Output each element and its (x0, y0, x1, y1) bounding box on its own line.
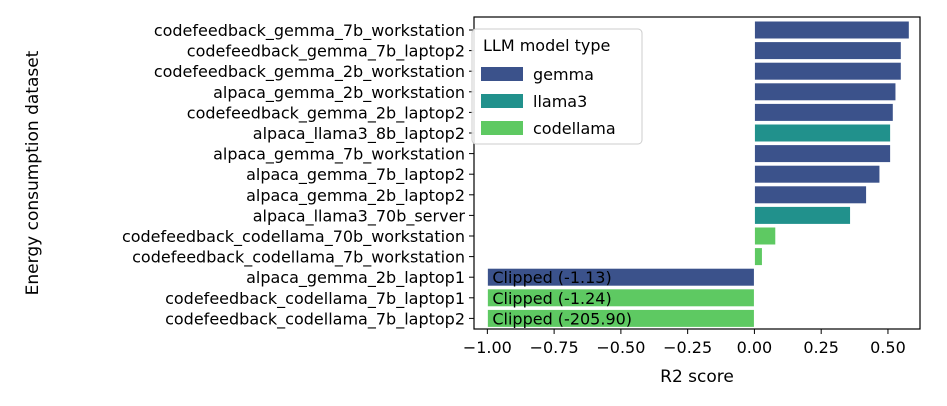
y-tick-label: codefeedback_codellama_7b_workstation (132, 248, 465, 268)
y-tick-label: alpaca_gemma_7b_laptop2 (246, 165, 465, 185)
legend-swatch (481, 67, 523, 81)
bar-label: Clipped (-205.90) (492, 309, 632, 328)
x-tick-label: −0.75 (530, 338, 579, 357)
bar (486, 267, 755, 287)
bar (753, 164, 881, 184)
legend-entry-label: gemma (533, 65, 594, 84)
y-tick-label: codefeedback_gemma_2b_laptop2 (187, 103, 465, 123)
x-tick-label: −0.25 (663, 338, 712, 357)
y-tick-label: alpaca_gemma_2b_workstation (213, 83, 465, 103)
plot-frame (473, 16, 921, 330)
bar (486, 308, 755, 328)
y-tick-label: codefeedback_codellama_7b_laptop1 (165, 289, 465, 309)
y-axis-ticks: codefeedback_gemma_7b_workstationcodefee… (122, 21, 474, 329)
y-tick-label: codefeedback_codellama_70b_workstation (122, 227, 465, 247)
bar (753, 61, 902, 81)
y-tick-label: alpaca_gemma_7b_workstation (213, 145, 465, 165)
y-tick-label: alpaca_llama3_70b_server (253, 206, 466, 226)
bar-label: Clipped (-1.24) (492, 289, 611, 308)
x-tick-label: 0.50 (870, 338, 906, 357)
bar-label: Clipped (-1.13) (492, 268, 611, 287)
y-tick-label: alpaca_gemma_2b_laptop1 (246, 268, 465, 288)
y-tick-label: codefeedback_gemma_7b_laptop2 (187, 42, 465, 62)
bar (753, 123, 892, 143)
bar (753, 247, 763, 267)
bar (753, 82, 897, 102)
bar (753, 144, 892, 164)
x-tick-label: −1.00 (463, 338, 512, 357)
y-tick-label: alpaca_llama3_8b_laptop2 (253, 124, 465, 144)
bar (753, 205, 852, 225)
x-axis-ticks: −1.00 −0.75 −0.50 −0.25 0.00 0.25 0.50 (463, 329, 906, 357)
bars-group (486, 20, 910, 328)
legend-entry-label: llama3 (533, 92, 587, 111)
x-tick-label: 0.00 (737, 338, 773, 357)
x-axis-label: R2 score (660, 367, 734, 387)
y-tick-label: codefeedback_codellama_7b_laptop2 (165, 309, 465, 329)
y-tick-label: alpaca_gemma_2b_laptop2 (246, 186, 465, 206)
legend-title: LLM model type (483, 36, 610, 55)
bar-labels-group: Clipped (-1.13) Clipped (-1.24)Clipped (-… (492, 268, 632, 328)
bar (486, 288, 755, 308)
bar (753, 20, 910, 40)
legend-swatch (481, 121, 523, 135)
bar (753, 185, 868, 205)
x-tick-label: −0.50 (596, 338, 645, 357)
y-axis-label: Energy consumption dataset (23, 50, 43, 295)
legend-swatch (481, 94, 523, 108)
x-tick-label: 0.25 (803, 338, 839, 357)
legend-entries: gemma llama3 codellama (481, 65, 616, 138)
bar (753, 41, 902, 61)
y-tick-label: codefeedback_gemma_7b_workstation (154, 21, 465, 41)
legend-entry-label: codellama (533, 119, 616, 138)
bar (753, 226, 777, 246)
bar (753, 102, 894, 122)
legend: LLM model type gemma llama3 codellama (471, 28, 643, 145)
y-tick-label: codefeedback_gemma_2b_workstation (154, 62, 465, 82)
legend-box (471, 28, 643, 145)
